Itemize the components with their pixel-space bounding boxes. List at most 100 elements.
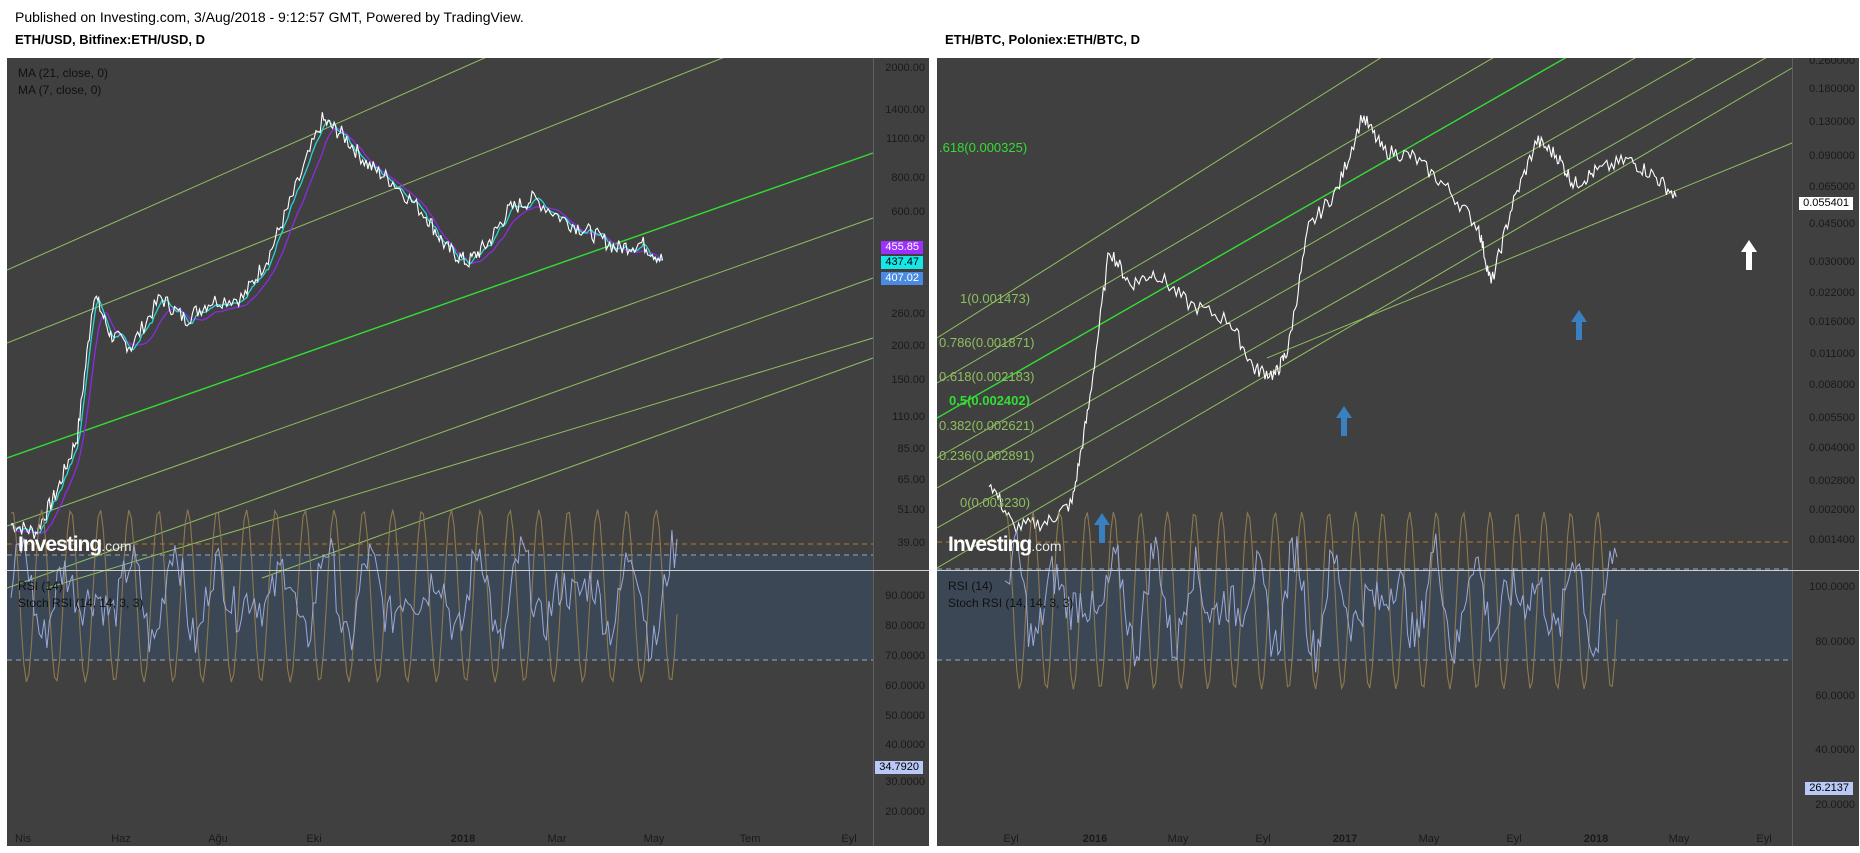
y-tick-label: 0.008000 (1809, 379, 1855, 391)
channel-line (937, 58, 1636, 459)
x-tick-label: Eyl (1003, 833, 1019, 845)
right-chart-title: ETH/BTC, Poloniex:ETH/BTC, D (945, 32, 1140, 47)
investing-logo: Investing.com (948, 533, 1062, 556)
x-tick-label: Eyl (1255, 833, 1271, 845)
x-tick-label: 2018 (1583, 833, 1609, 845)
fib-label: 0.618(0.002183) (939, 369, 1035, 384)
x-tick-label: Eyl (1506, 833, 1522, 845)
channel-line (7, 58, 486, 271)
y-tick-label: 110.00 (892, 411, 925, 423)
ma21-legend: MA (21, close, 0) (18, 66, 109, 80)
rsi-tick-label: 70.0000 (885, 650, 925, 662)
current-arrow-icon (1741, 240, 1757, 270)
rsi-tick-label: 40.0000 (885, 739, 925, 751)
x-tick-label: May (643, 833, 665, 845)
y-tick-label: 2000.00 (885, 62, 925, 74)
channel-line (937, 58, 1697, 489)
left-indicator-legend: RSI (14) Stoch RSI (14, 14, 3, 3) (18, 578, 143, 612)
channel-line (1266, 142, 1793, 359)
rsi-tick-label: 80.0000 (885, 620, 925, 632)
price-line (10, 112, 664, 539)
y-tick-label: 0.130000 (1809, 116, 1855, 128)
rsi-tick-label: 60.0000 (1815, 690, 1855, 702)
y-tick-label: 0.090000 (1809, 150, 1855, 162)
y-tick-label: 0.022000 (1809, 287, 1855, 299)
x-tick-label: Eyl (1756, 833, 1772, 845)
y-tick-label: 51.00 (897, 504, 925, 516)
right-pane-separator[interactable] (937, 570, 1859, 571)
ma21-line (10, 127, 664, 535)
x-tick-label: Nis (15, 833, 31, 845)
channel-line (7, 217, 874, 527)
y-tick-label: 0.001400 (1809, 534, 1855, 546)
rsi-tick-label: 40.0000 (1815, 744, 1855, 756)
stoch-rsi-legend: Stoch RSI (14, 14, 3, 3) (18, 596, 144, 610)
price-line (988, 114, 1677, 534)
x-tick-label: Haz (111, 833, 131, 845)
rsi-tick-label: 60.0000 (885, 680, 925, 692)
right-indicator-legend: RSI (14) Stoch RSI (14, 14, 3, 3) (948, 578, 1073, 612)
rsi-tick-label: 100.0000 (1809, 581, 1855, 593)
channel-line (937, 58, 1567, 419)
y-tick-label: 0.004000 (1809, 442, 1855, 454)
rsi-line (10, 530, 678, 663)
channel-line (7, 58, 724, 344)
x-tick-label: 2017 (1332, 833, 1358, 845)
channel-line (261, 357, 874, 579)
left-chart-panel[interactable]: MA (21, close, 0) MA (7, close, 0) RSI (… (7, 58, 929, 846)
rsi-band (7, 555, 873, 660)
rsi-value-tag: 26.2137 (1805, 782, 1853, 795)
rsi-tick-label: 80.0000 (1815, 636, 1855, 648)
last-price-tag: 407.02 (881, 272, 923, 285)
fib-label: 0(0.003230) (960, 495, 1031, 510)
channel-line (46, 337, 874, 589)
y-tick-label: 0.002800 (1809, 475, 1855, 487)
y-tick-label: 800.00 (891, 172, 925, 184)
rsi-tick-label: 20.0000 (1815, 799, 1855, 811)
channel-line (937, 58, 1767, 529)
channel-line (937, 67, 1793, 569)
y-tick-label: 0.030000 (1809, 256, 1855, 268)
y-tick-label: 39.00 (897, 537, 925, 549)
ma7-legend: MA (7, close, 0) (18, 83, 102, 97)
ma7-price-tag: 437.47 (881, 256, 923, 269)
x-tick-label: May (1418, 833, 1440, 845)
support-arrow-icon (1571, 310, 1587, 340)
y-tick-label: 65.00 (897, 474, 925, 486)
channel-line (7, 152, 874, 459)
fib-label: .618(0.000325) (939, 140, 1028, 155)
rsi-value-tag: 34.7920 (875, 761, 923, 774)
investing-logo: Investing.com (18, 533, 132, 556)
x-tick-label: Mar (547, 833, 567, 845)
stoch-rsi-line (10, 508, 678, 684)
rsi-line (1004, 530, 1618, 673)
y-tick-label: 0.002000 (1809, 504, 1855, 516)
y-tick-label: 0.045000 (1809, 218, 1855, 230)
support-arrow-icon (1336, 406, 1352, 436)
ma21-price-tag: 455.85 (881, 241, 923, 254)
left-ma-legend: MA (21, close, 0) MA (7, close, 0) (18, 65, 108, 99)
fib-label: 0.786(0.001871) (939, 335, 1035, 350)
right-y-axis (1792, 58, 1793, 846)
rsi-tick-label: 90.0000 (885, 590, 925, 602)
y-tick-label: 260.00 (891, 308, 925, 320)
left-chart-canvas[interactable] (7, 58, 929, 846)
fib-label: 0.236(0.002891) (939, 448, 1035, 463)
stoch-rsi-line (1004, 510, 1618, 691)
y-tick-label: 200.00 (891, 340, 925, 352)
left-chart-title: ETH/USD, Bitfinex:ETH/USD, D (15, 32, 205, 47)
y-tick-label: 0.260000 (1809, 58, 1855, 67)
y-tick-label: 0.016000 (1809, 316, 1855, 328)
rsi-tick-label: 50.0000 (885, 710, 925, 722)
right-chart-panel[interactable]: RSI (14) Stoch RSI (14, 14, 3, 3) Invest… (937, 58, 1859, 846)
y-tick-label: 600.00 (891, 206, 925, 218)
right-chart-canvas[interactable] (937, 58, 1859, 846)
ma7-line (10, 119, 663, 534)
y-tick-label: 0.065000 (1809, 181, 1855, 193)
y-tick-label: 0.005500 (1809, 412, 1855, 424)
support-arrow-icon (1094, 513, 1110, 543)
x-tick-label: 2018 (450, 833, 476, 845)
x-tick-label: Eyl (841, 833, 857, 845)
x-tick-label: Eki (306, 833, 322, 845)
left-pane-separator[interactable] (7, 570, 929, 571)
